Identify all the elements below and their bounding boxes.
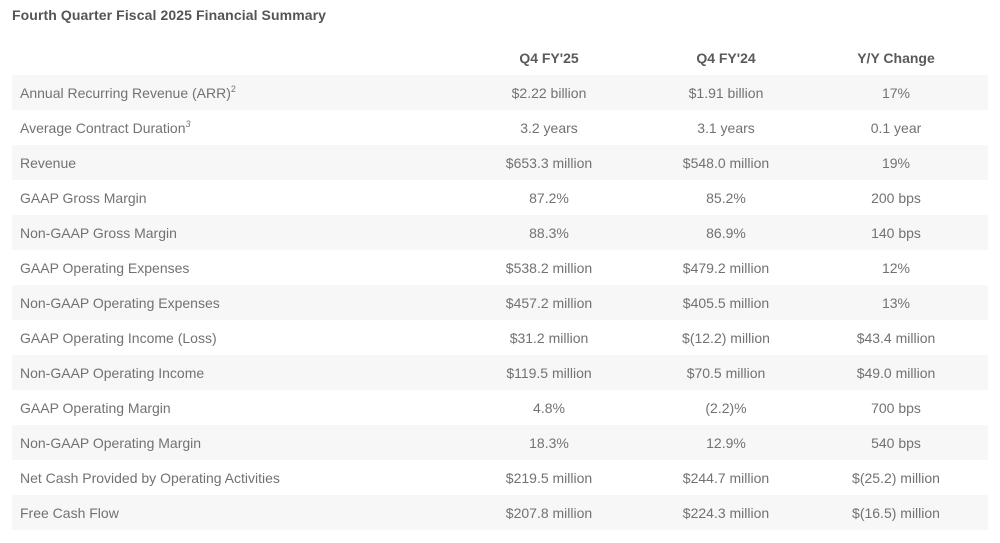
cell-q4-fy25: 3.2 years [450, 110, 648, 145]
cell-q4-fy24: $405.5 million [648, 285, 804, 320]
cell-q4-fy24: 85.2% [648, 180, 804, 215]
cell-q4-fy24: $548.0 million [648, 145, 804, 180]
table-row: Annual Recurring Revenue (ARR)2 $2.22 bil… [12, 75, 988, 110]
table-header-row: Q4 FY'25 Q4 FY'24 Y/Y Change [12, 40, 988, 75]
row-label-cell: Non-GAAP Operating Margin [12, 425, 450, 460]
row-label-cell: GAAP Operating Expenses [12, 250, 450, 285]
table-row: Non-GAAP Gross Margin 88.3% 86.9% 140 bps [12, 215, 988, 250]
cell-yy-change: 17% [804, 75, 988, 110]
table-row: Net Cash Provided by Operating Activitie… [12, 460, 988, 495]
cell-yy-change: 540 bps [804, 425, 988, 460]
row-label: GAAP Operating Income (Loss) [20, 329, 217, 346]
cell-q4-fy24: $244.7 million [648, 460, 804, 495]
cell-yy-change: $43.4 million [804, 320, 988, 355]
row-label: GAAP Operating Margin [20, 399, 171, 416]
table-row: Non-GAAP Operating Income $119.5 million $… [12, 355, 988, 390]
cell-q4-fy25: $2.22 billion [450, 75, 648, 110]
table-body: Annual Recurring Revenue (ARR)2 $2.22 bil… [12, 75, 988, 530]
cell-yy-change: $(25.2) million [804, 460, 988, 495]
cell-q4-fy25: 88.3% [450, 215, 648, 250]
row-label-cell: Non-GAAP Operating Expenses [12, 285, 450, 320]
cell-q4-fy24: 86.9% [648, 215, 804, 250]
cell-q4-fy25: $653.3 million [450, 145, 648, 180]
cell-q4-fy25: $538.2 million [450, 250, 648, 285]
cell-q4-fy24: $(12.2) million [648, 320, 804, 355]
cell-q4-fy24: $224.3 million [648, 495, 804, 530]
cell-q4-fy24: $479.2 million [648, 250, 804, 285]
header-q4-fy25: Q4 FY'25 [519, 49, 579, 66]
row-label-cell: GAAP Operating Margin [12, 390, 450, 425]
row-label: Average Contract Duration [20, 119, 186, 136]
table-row: Non-GAAP Operating Expenses $457.2 millio… [12, 285, 988, 320]
cell-yy-change: $(16.5) million [804, 495, 988, 530]
cell-yy-change: 140 bps [804, 215, 988, 250]
cell-yy-change: $49.0 million [804, 355, 988, 390]
page-title: Fourth Quarter Fiscal 2025 Financial Sum… [12, 7, 327, 23]
header-yy-change: Y/Y Change [857, 49, 935, 66]
cell-q4-fy25: $119.5 million [450, 355, 648, 390]
cell-q4-fy24: $1.91 billion [648, 75, 804, 110]
cell-q4-fy25: 18.3% [450, 425, 648, 460]
row-label: Non-GAAP Operating Income [20, 364, 205, 381]
cell-yy-change: 700 bps [804, 390, 988, 425]
header-q4-fy24: Q4 FY'24 [696, 49, 756, 66]
cell-yy-change: 12% [804, 250, 988, 285]
table-row: GAAP Gross Margin 87.2% 85.2% 200 bps [12, 180, 988, 215]
cell-yy-change: 0.1 year [804, 110, 988, 145]
cell-yy-change: 19% [804, 145, 988, 180]
cell-q4-fy24: $70.5 million [648, 355, 804, 390]
row-label-cell: Net Cash Provided by Operating Activitie… [12, 460, 450, 495]
cell-q4-fy25: $219.5 million [450, 460, 648, 495]
row-label: Non-GAAP Operating Margin [20, 434, 202, 451]
row-label-cell: Non-GAAP Operating Income [12, 355, 450, 390]
row-label-cell: GAAP Gross Margin [12, 180, 450, 215]
cell-yy-change: 13% [804, 285, 988, 320]
cell-q4-fy24: 3.1 years [648, 110, 804, 145]
row-label-cell: Annual Recurring Revenue (ARR)2 [12, 75, 450, 110]
cell-q4-fy24: (2.2)% [648, 390, 804, 425]
row-label: Non-GAAP Gross Margin [20, 224, 177, 241]
table-row: GAAP Operating Margin 4.8% (2.2)% 700 bps [12, 390, 988, 425]
cell-q4-fy25: 4.8% [450, 390, 648, 425]
row-label: Revenue [20, 154, 77, 171]
cell-q4-fy25: $207.8 million [450, 495, 648, 530]
cell-q4-fy25: 87.2% [450, 180, 648, 215]
cell-q4-fy25: $31.2 million [450, 320, 648, 355]
cell-yy-change: 200 bps [804, 180, 988, 215]
row-label-cell: Revenue [12, 145, 450, 180]
row-label: Net Cash Provided by Operating Activitie… [20, 469, 280, 486]
cell-q4-fy24: 12.9% [648, 425, 804, 460]
row-label-cell: Free Cash Flow [12, 495, 450, 530]
table-row: Non-GAAP Operating Margin 18.3% 12.9% 540 b… [12, 425, 988, 460]
footnote-marker: 3 [185, 118, 191, 129]
row-label: Non-GAAP Operating Expenses [20, 294, 220, 311]
financial-summary-table: Q4 FY'25 Q4 FY'24 Y/Y Change Annual Recu… [12, 40, 988, 530]
row-label: Free Cash Flow [20, 504, 119, 521]
cell-q4-fy25: $457.2 million [450, 285, 648, 320]
row-label: GAAP Gross Margin [20, 189, 147, 206]
row-label-cell: Average Contract Duration3 [12, 110, 450, 145]
table-row: Average Contract Duration3 3.2 years 3.1 y… [12, 110, 988, 145]
row-label: Annual Recurring Revenue (ARR) [20, 84, 231, 101]
table-row: GAAP Operating Income (Loss) $31.2 millio… [12, 320, 988, 355]
row-label: GAAP Operating Expenses [20, 259, 190, 276]
row-label-cell: GAAP Operating Income (Loss) [12, 320, 450, 355]
footnote-marker: 2 [230, 83, 236, 94]
row-label-cell: Non-GAAP Gross Margin [12, 215, 450, 250]
header-metric [12, 40, 450, 75]
table-row: Free Cash Flow $207.8 million $224.3 milli… [12, 495, 988, 530]
table-row: Revenue $653.3 million $548.0 million 19% [12, 145, 988, 180]
table-row: GAAP Operating Expenses $538.2 million $47… [12, 250, 988, 285]
